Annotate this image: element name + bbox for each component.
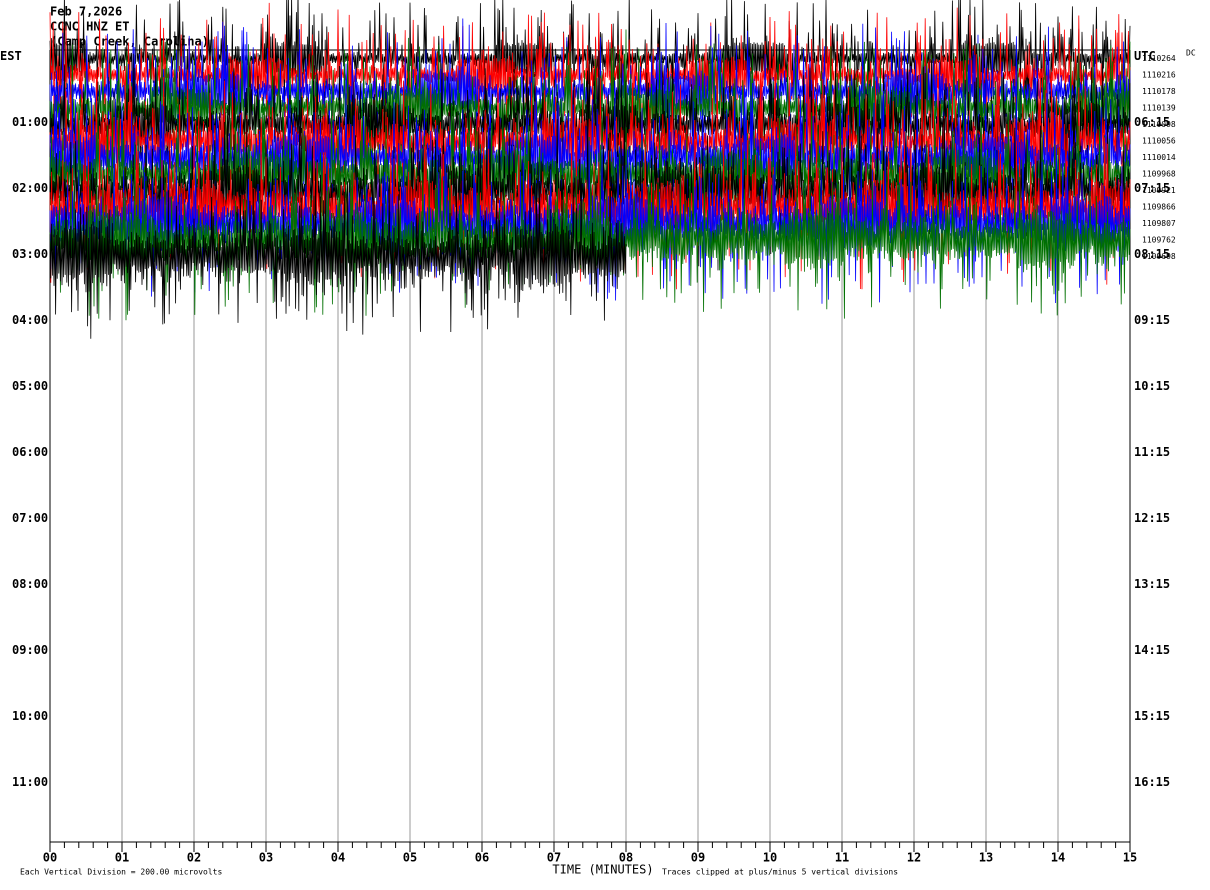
x-tick-label: 02 bbox=[187, 851, 201, 865]
dc-label: 1110014 bbox=[1142, 153, 1176, 162]
y-tick-label: EST bbox=[0, 49, 22, 63]
x-tick-label: 08 bbox=[619, 851, 633, 865]
y2-tick-label: 11:15 bbox=[1134, 445, 1170, 459]
y-tick-label: 05:00 bbox=[12, 379, 48, 393]
y-tick-label: 06:00 bbox=[12, 445, 48, 459]
x-tick-label: 05 bbox=[403, 851, 417, 865]
title-line: Feb 7,2026 bbox=[50, 5, 122, 19]
x-tick-label: 07 bbox=[547, 851, 561, 865]
dc-label: 1110178 bbox=[1142, 87, 1176, 96]
y2-tick-label: 12:15 bbox=[1134, 511, 1170, 525]
trace bbox=[49, 173, 627, 339]
x-tick-label: 04 bbox=[331, 851, 345, 865]
y2-tick-label: 16:15 bbox=[1134, 775, 1170, 789]
y-tick-label: 08:00 bbox=[12, 577, 48, 591]
clip-note: Traces clipped at plus/minus 5 vertical … bbox=[662, 868, 898, 877]
y2-tick-label: 14:15 bbox=[1134, 643, 1170, 657]
x-tick-label: 10 bbox=[763, 851, 777, 865]
y2-tick-label: 06:15 bbox=[1134, 115, 1170, 129]
dc-label: 1109968 bbox=[1142, 169, 1176, 178]
dc-label: 1110264 bbox=[1142, 54, 1176, 63]
dc-label: 1110139 bbox=[1142, 103, 1176, 112]
y2-tick-label: 10:15 bbox=[1134, 379, 1170, 393]
x-axis-label: TIME (MINUTES) bbox=[552, 863, 653, 877]
y2-tick-label: 13:15 bbox=[1134, 577, 1170, 591]
y-tick-label: 01:00 bbox=[12, 115, 48, 129]
dc-label: 1109698 bbox=[1142, 252, 1176, 261]
y-tick-label: 10:00 bbox=[12, 709, 48, 723]
x-tick-label: 13 bbox=[979, 851, 993, 865]
x-tick-label: 01 bbox=[115, 851, 129, 865]
x-tick-label: 09 bbox=[691, 851, 705, 865]
y-tick-label: 04:00 bbox=[12, 313, 48, 327]
y2-tick-label: 07:15 bbox=[1134, 181, 1170, 195]
dc-heading: DC bbox=[1186, 49, 1196, 58]
dc-label: 1110098 bbox=[1142, 120, 1176, 129]
y-tick-label: 03:00 bbox=[12, 247, 48, 261]
dc-label: 1109807 bbox=[1142, 219, 1176, 228]
dc-label: 1109866 bbox=[1142, 202, 1176, 211]
y2-tick-label: 09:15 bbox=[1134, 313, 1170, 327]
y2-tick-label: 15:15 bbox=[1134, 709, 1170, 723]
y2-tick-label: 08:15 bbox=[1134, 247, 1170, 261]
dc-label: 1109762 bbox=[1142, 235, 1176, 244]
x-tick-label: 15 bbox=[1123, 851, 1137, 865]
y-tick-label: 07:00 bbox=[12, 511, 48, 525]
x-tick-label: 00 bbox=[43, 851, 57, 865]
dc-label: 1110216 bbox=[1142, 70, 1176, 79]
y2-tick-label: UTC bbox=[1134, 49, 1156, 63]
x-tick-label: 11 bbox=[835, 851, 849, 865]
scale-note: Each Vertical Division = 200.00 microvol… bbox=[20, 868, 222, 877]
x-tick-label: 03 bbox=[259, 851, 273, 865]
trace bbox=[49, 109, 1131, 271]
x-tick-label: 14 bbox=[1051, 851, 1065, 865]
y-tick-label: 11:00 bbox=[12, 775, 48, 789]
y-tick-label: 09:00 bbox=[12, 643, 48, 657]
dc-label: 1109921 bbox=[1142, 186, 1176, 195]
dc-label: 1110056 bbox=[1142, 136, 1176, 145]
x-tick-label: 06 bbox=[475, 851, 489, 865]
y-tick-label: 02:00 bbox=[12, 181, 48, 195]
x-tick-label: 12 bbox=[907, 851, 921, 865]
title-line: CCNC HNZ ET bbox=[50, 20, 129, 34]
